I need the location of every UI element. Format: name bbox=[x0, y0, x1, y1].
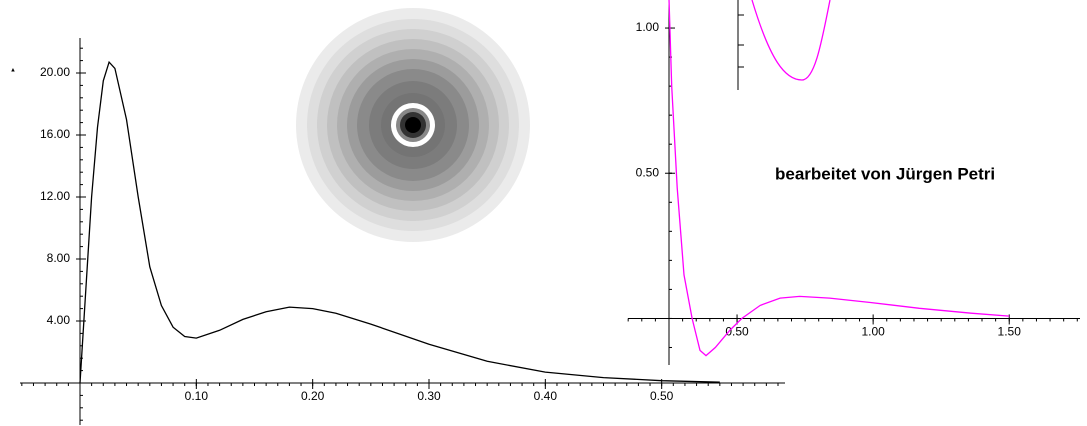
x-tick-label: 1.00 bbox=[861, 325, 885, 339]
inset bbox=[737, 0, 831, 90]
marker: ▲ bbox=[10, 68, 16, 74]
y-tick-label: 0.50 bbox=[636, 165, 660, 179]
y-tick-label: 4.00 bbox=[47, 313, 71, 327]
orbital-disk bbox=[296, 8, 530, 242]
line bbox=[79, 60, 720, 384]
y-tick-label: 1.00 bbox=[636, 20, 660, 34]
y-tick-label: 20.00 bbox=[40, 65, 70, 79]
y-tick-label: 12.00 bbox=[40, 189, 70, 203]
y-tick-label: 16.00 bbox=[40, 127, 70, 141]
x-tick-label: 0.30 bbox=[417, 389, 441, 403]
line bbox=[668, 0, 1010, 357]
x-tick-label: 0.10 bbox=[185, 389, 209, 403]
annotation: bearbeitet von Jürgen Petri bbox=[775, 164, 995, 183]
x-tick-label: 0.20 bbox=[301, 389, 325, 403]
x-tick-label: 0.50 bbox=[650, 389, 674, 403]
y-tick-label: 8.00 bbox=[47, 251, 71, 265]
x-tick-label: 0.40 bbox=[534, 389, 558, 403]
x-tick-label: 1.50 bbox=[998, 325, 1022, 339]
